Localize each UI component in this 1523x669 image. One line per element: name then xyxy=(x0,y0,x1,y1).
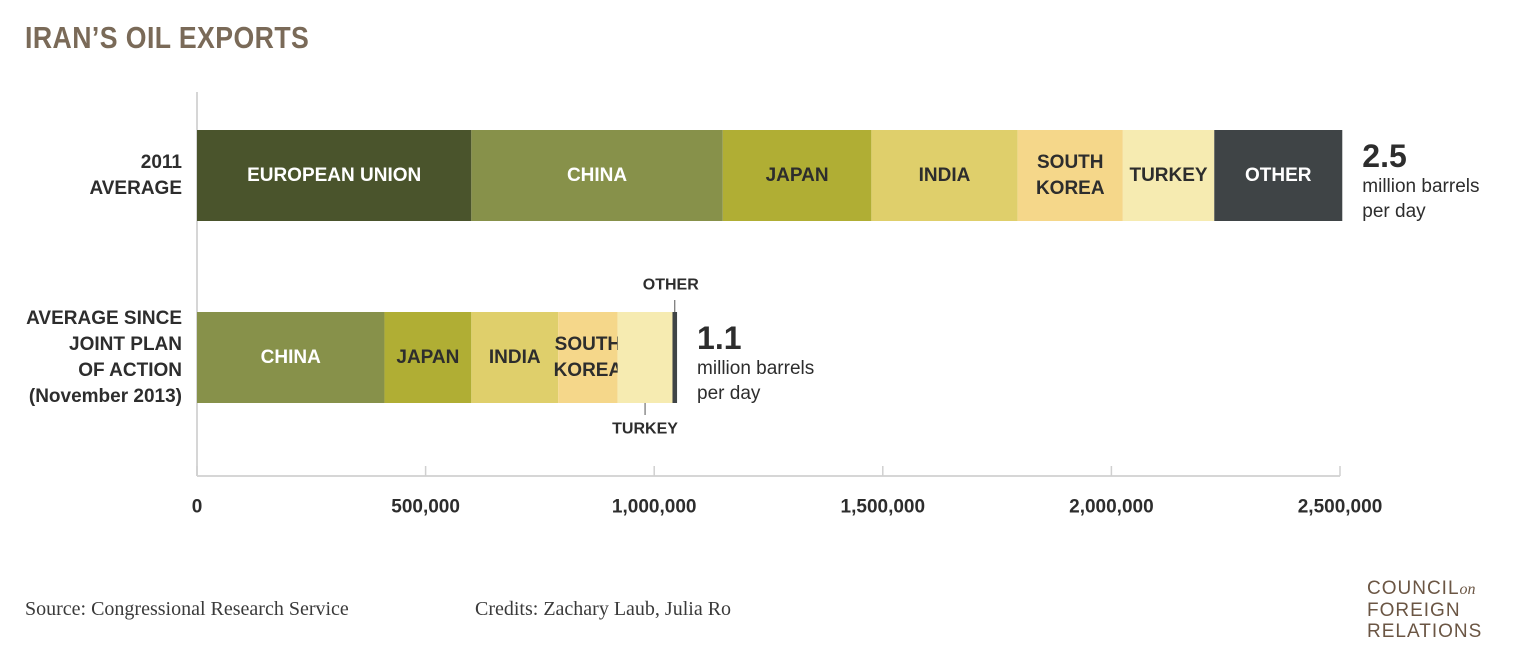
segment-label: INDIA xyxy=(489,347,541,368)
callout-label: TURKEY xyxy=(612,421,678,438)
bar-segment xyxy=(384,312,472,403)
bar-segment xyxy=(871,130,1018,221)
source-note: Source: Congressional Research Service xyxy=(25,598,349,620)
callout-label: OTHER xyxy=(643,277,699,294)
total-unit: million barrels per day xyxy=(1362,176,1479,222)
bar-segment xyxy=(1017,130,1123,221)
credits-note: Credits: Zachary Laub, Julia Ro xyxy=(475,598,732,620)
bar-segment xyxy=(672,312,678,403)
x-tick-label: 2,500,000 xyxy=(1298,497,1383,518)
segment-label: OTHER xyxy=(1245,165,1312,186)
segment-label: JAPAN xyxy=(396,347,459,368)
logo-line-3: RELATIONS xyxy=(1367,621,1483,642)
segment-label: SOUTH KOREA xyxy=(554,334,623,381)
bar-segment xyxy=(1122,130,1215,221)
total-value: 1.1 xyxy=(697,320,741,356)
x-tick-label: 1,000,000 xyxy=(612,497,697,518)
logo-line-1-suffix: on xyxy=(1459,581,1476,598)
bar-segment xyxy=(471,130,723,221)
total-value: 2.5 xyxy=(1362,138,1406,174)
bar-segment xyxy=(558,312,618,403)
segment-label: EUROPEAN UNION xyxy=(247,165,421,186)
category-label: 2011 AVERAGE xyxy=(89,152,182,199)
logo-line-2: FOREIGN xyxy=(1367,600,1461,621)
bar-segment xyxy=(617,312,673,403)
chart-title: IRAN’S OIL EXPORTS xyxy=(25,20,310,55)
segment-label: SOUTH KOREA xyxy=(1036,152,1105,199)
bar-segment xyxy=(197,130,472,221)
segment-label: CHINA xyxy=(261,347,321,368)
logo-line-1: COUNCIL xyxy=(1367,578,1460,599)
bar-segment xyxy=(471,312,559,403)
segment-label: CHINA xyxy=(567,165,627,186)
bar-segment xyxy=(722,130,872,221)
segment-label: TURKEY xyxy=(1129,165,1207,186)
bar-segment xyxy=(1214,130,1343,221)
x-tick-label: 0 xyxy=(192,497,203,518)
total-unit: million barrels per day xyxy=(697,358,814,404)
segment-label: INDIA xyxy=(919,165,971,186)
category-label: AVERAGE SINCE JOINT PLAN OF ACTION (Novembe… xyxy=(26,308,182,407)
bar-segment xyxy=(197,312,385,403)
cfr-logo: COUNCILon FOREIGN RELATIONS xyxy=(1367,578,1482,642)
x-tick-label: 500,000 xyxy=(391,497,460,518)
x-tick-label: 2,000,000 xyxy=(1069,497,1154,518)
segment-label: JAPAN xyxy=(766,165,829,186)
x-tick-label: 1,500,000 xyxy=(841,497,926,518)
